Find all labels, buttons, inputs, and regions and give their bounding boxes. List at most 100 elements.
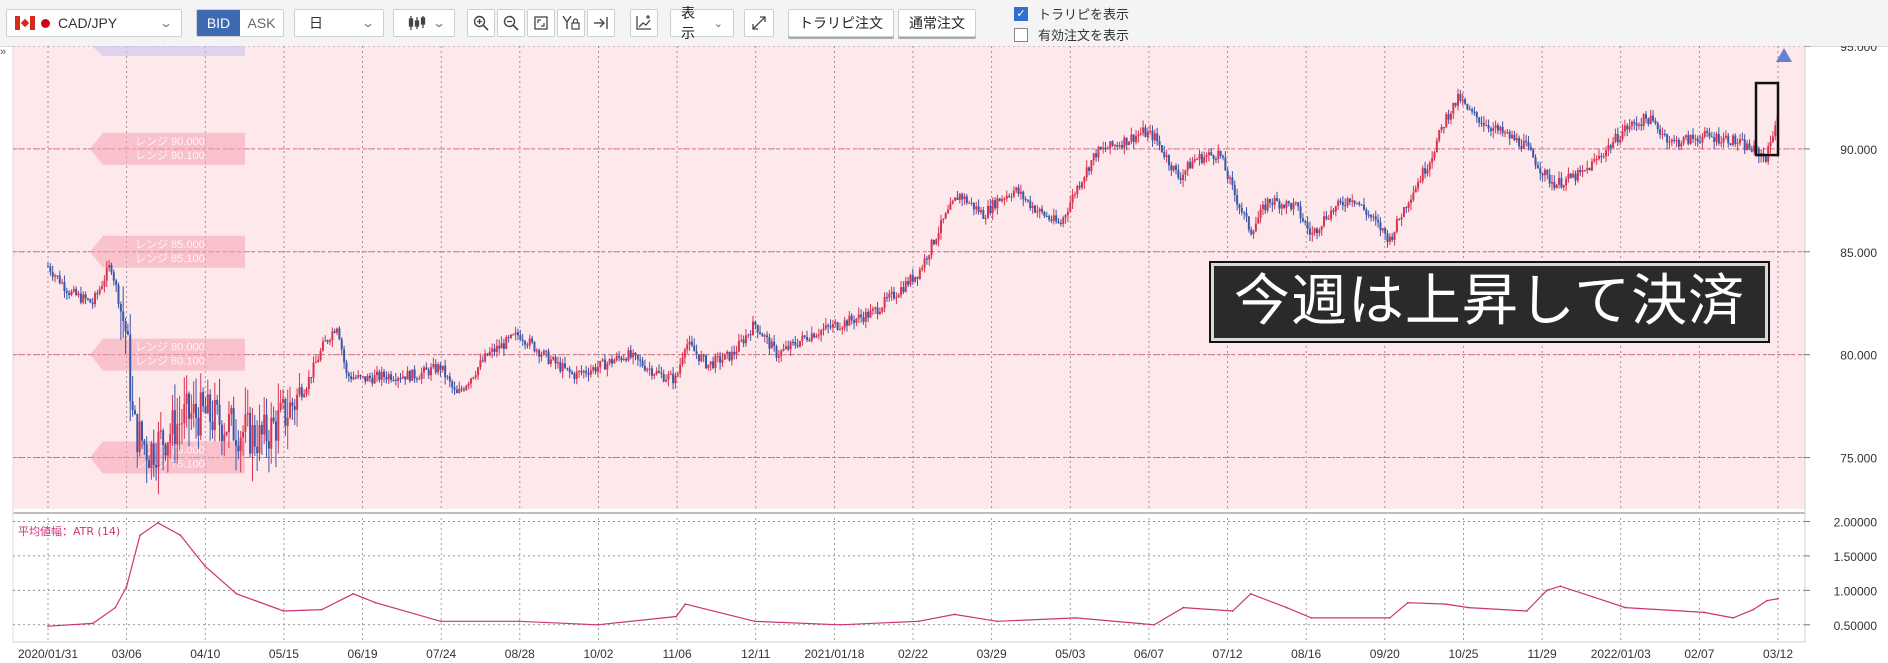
down-candle	[545, 350, 548, 352]
up-candle	[1720, 142, 1723, 144]
down-candle	[310, 377, 313, 379]
period-select[interactable]: 日 ⌄	[294, 9, 384, 37]
atr-point	[1525, 610, 1528, 612]
down-candle	[211, 421, 214, 431]
up-candle	[1139, 133, 1142, 135]
left-panel-toggle[interactable]: »	[0, 46, 7, 58]
canada-flag-icon	[15, 16, 35, 30]
zoom-in-button[interactable]	[467, 9, 495, 37]
range-tag-lower: レンジ 90.100	[135, 150, 205, 162]
up-candle	[944, 213, 947, 219]
down-candle	[1271, 202, 1274, 205]
y-axis-lock-button[interactable]	[557, 9, 585, 37]
down-candle	[860, 314, 863, 318]
atr-tick-label: 1.00000	[1834, 584, 1878, 598]
down-candle	[75, 288, 78, 296]
up-candle	[1595, 158, 1598, 160]
down-candle	[333, 331, 336, 333]
up-candle	[1393, 231, 1396, 240]
up-candle	[582, 370, 585, 373]
down-candle	[827, 325, 830, 327]
up-candle	[1135, 135, 1138, 142]
fit-button[interactable]	[527, 9, 555, 37]
range-label-tag: レンジ 90.000 レンジ 90.100	[90, 132, 245, 165]
zoom-out-button[interactable]	[497, 9, 525, 37]
down-candle	[1059, 222, 1062, 224]
down-candle	[368, 375, 371, 379]
up-candle	[1097, 147, 1100, 158]
up-candle	[373, 375, 376, 384]
down-candle	[383, 371, 386, 377]
add-indicator-button[interactable]	[630, 9, 658, 37]
down-candle	[547, 351, 550, 364]
up-candle	[1433, 152, 1436, 159]
down-candle	[1365, 209, 1368, 215]
up-candle	[56, 275, 59, 277]
up-candle	[319, 350, 322, 360]
up-candle	[1499, 126, 1502, 131]
chart-type-select[interactable]: ⌄	[393, 9, 455, 37]
up-candle	[465, 385, 468, 390]
down-candle	[1652, 115, 1655, 121]
zoom-out-icon	[503, 15, 519, 31]
down-candle	[110, 265, 113, 273]
down-candle	[1332, 210, 1335, 212]
down-candle	[533, 341, 536, 352]
trarepi-order-button[interactable]: トラリピ注文	[788, 9, 894, 37]
up-candle	[324, 340, 327, 342]
ask-button[interactable]: ASK	[247, 15, 276, 31]
down-candle	[559, 362, 562, 372]
up-candle	[820, 330, 823, 335]
normal-order-button[interactable]: 通常注文	[898, 9, 976, 37]
down-candle	[1518, 137, 1521, 147]
show-trarepi-checkbox[interactable]: ✓ トラリピを表示	[1014, 4, 1129, 23]
down-candle	[390, 374, 393, 380]
symbol-select[interactable]: CAD/JPY ⌄	[6, 9, 182, 37]
atr-point	[1153, 623, 1156, 626]
up-candle	[279, 402, 282, 411]
up-candle	[108, 265, 111, 268]
x-tick-label: 03/06	[112, 647, 142, 661]
down-candle	[1283, 204, 1286, 208]
up-candle	[615, 355, 618, 361]
up-candle	[1457, 93, 1459, 106]
down-candle	[1501, 126, 1504, 134]
up-candle	[437, 364, 440, 373]
down-candle	[204, 406, 207, 414]
down-candle	[1489, 128, 1492, 132]
down-candle	[850, 315, 853, 321]
scroll-to-latest-button[interactable]	[587, 9, 615, 37]
down-candle	[385, 376, 388, 380]
up-candle	[674, 375, 677, 384]
x-tick-label: 2020/01/31	[18, 647, 78, 661]
price-chart[interactable]: 2020/01/31 03/06 04/10 05/15 06/19 07/24 08/28…	[0, 46, 1888, 663]
up-candle	[1257, 217, 1260, 224]
up-candle	[190, 413, 193, 419]
up-candle	[947, 209, 950, 214]
bid-button[interactable]: BID	[197, 10, 240, 36]
up-candle	[314, 362, 317, 364]
x-tick-label: 06/07	[1134, 647, 1164, 661]
double-chevron-down-icon: ⌄	[713, 17, 723, 30]
down-candle	[1144, 127, 1147, 137]
up-candle	[937, 233, 940, 240]
down-candle	[1247, 216, 1250, 230]
up-candle	[1419, 180, 1422, 183]
down-candle	[347, 373, 350, 377]
up-candle	[871, 308, 874, 311]
down-candle	[1341, 202, 1344, 206]
up-candle	[321, 341, 324, 351]
down-candle	[1541, 173, 1544, 176]
up-candle	[789, 341, 792, 350]
display-menu-button[interactable]: 表示 ⌄	[670, 5, 734, 41]
down-candle	[853, 320, 856, 323]
up-candle	[1637, 124, 1640, 126]
up-candle	[1318, 230, 1321, 234]
up-candle	[317, 359, 320, 363]
show-active-orders-checkbox[interactable]: 有効注文を表示	[1014, 25, 1129, 44]
up-candle	[171, 410, 174, 435]
up-candle	[834, 322, 837, 325]
up-candle	[1567, 173, 1570, 179]
down-candle	[300, 387, 303, 398]
fullscreen-button[interactable]	[744, 9, 774, 37]
